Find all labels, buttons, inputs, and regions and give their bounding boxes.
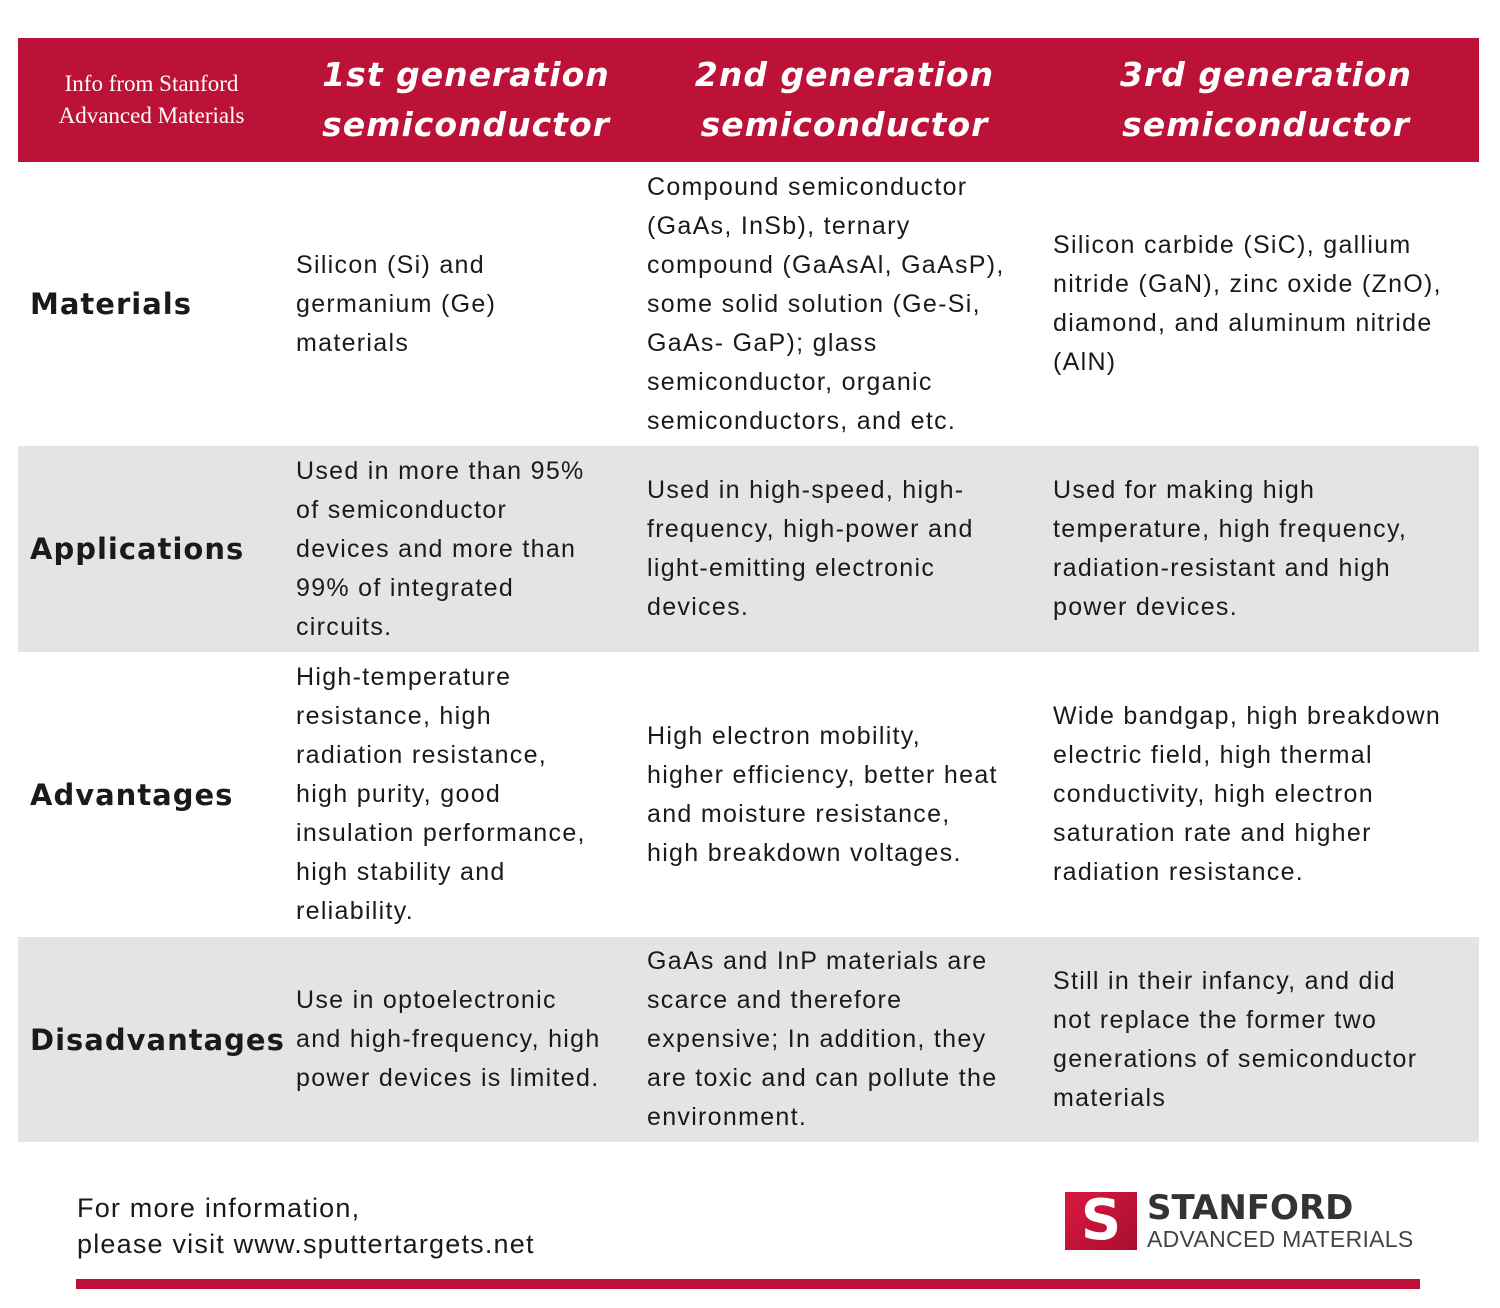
table-row-applications: Applications Used in more than 95% of se…: [18, 446, 1479, 652]
table-cell: GaAs and InP materials are scarce and th…: [647, 947, 998, 1131]
table-cell: Use in optoelectronic and high-frequency…: [296, 986, 601, 1092]
table-cell: High-temperature resistance, high radiat…: [296, 663, 586, 925]
row-label: Applications: [30, 532, 245, 566]
header-2nd-generation: 2nd generation semiconductor: [694, 55, 995, 144]
logo-line2: ADVANCED MATERIALS: [1147, 1226, 1414, 1252]
footer-info-text: For more information, please visit www.s…: [77, 1193, 535, 1259]
table-cell: High electron mobility, higher efficienc…: [647, 721, 998, 867]
table-cell: Used in more than 95% of semiconductor d…: [296, 456, 585, 641]
table-row-disadvantages: Disadvantages Use in optoelectronic and …: [18, 937, 1479, 1142]
table-cell: Still in their infancy, and did not repl…: [1053, 966, 1418, 1112]
source-note: Info from Stanford Advanced Materials: [58, 71, 245, 128]
table-cell: Wide bandgap, high breakdown electric fi…: [1053, 702, 1442, 886]
row-label: Materials: [30, 287, 192, 321]
header-1st-generation: 1st generation semiconductor: [322, 55, 610, 144]
logo-s-icon: S: [1065, 1192, 1137, 1250]
table-row-advantages: Advantages High-temperature resistance, …: [18, 652, 1479, 937]
table-cell: Used in high-speed, high- frequency, hig…: [647, 476, 974, 621]
logo-wordmark: STANFORD ADVANCED MATERIALS: [1147, 1190, 1414, 1252]
logo-line1: STANFORD: [1147, 1188, 1354, 1228]
table-cell: Silicon (Si) and germanium (Ge) material…: [296, 250, 497, 357]
stanford-logo: S STANFORD ADVANCED MATERIALS: [1065, 1190, 1414, 1252]
footer-divider: [76, 1279, 1420, 1289]
comparison-table: Info from Stanford Advanced Materials 1s…: [18, 38, 1479, 1142]
header-3rd-generation: 3rd generation semiconductor: [1119, 55, 1413, 144]
table-header: Info from Stanford Advanced Materials 1s…: [18, 38, 1479, 162]
table-cell: Compound semiconductor (GaAs, InSb), ter…: [647, 172, 1005, 435]
row-label: Disadvantages: [30, 1022, 285, 1057]
row-label: Advantages: [30, 777, 234, 812]
table-row-materials: Materials Silicon (Si) and germanium (Ge…: [18, 162, 1479, 446]
table-cell: Used for making high temperature, high f…: [1053, 476, 1408, 621]
table-cell: Silicon carbide (SiC), gallium nitride (…: [1053, 231, 1442, 376]
